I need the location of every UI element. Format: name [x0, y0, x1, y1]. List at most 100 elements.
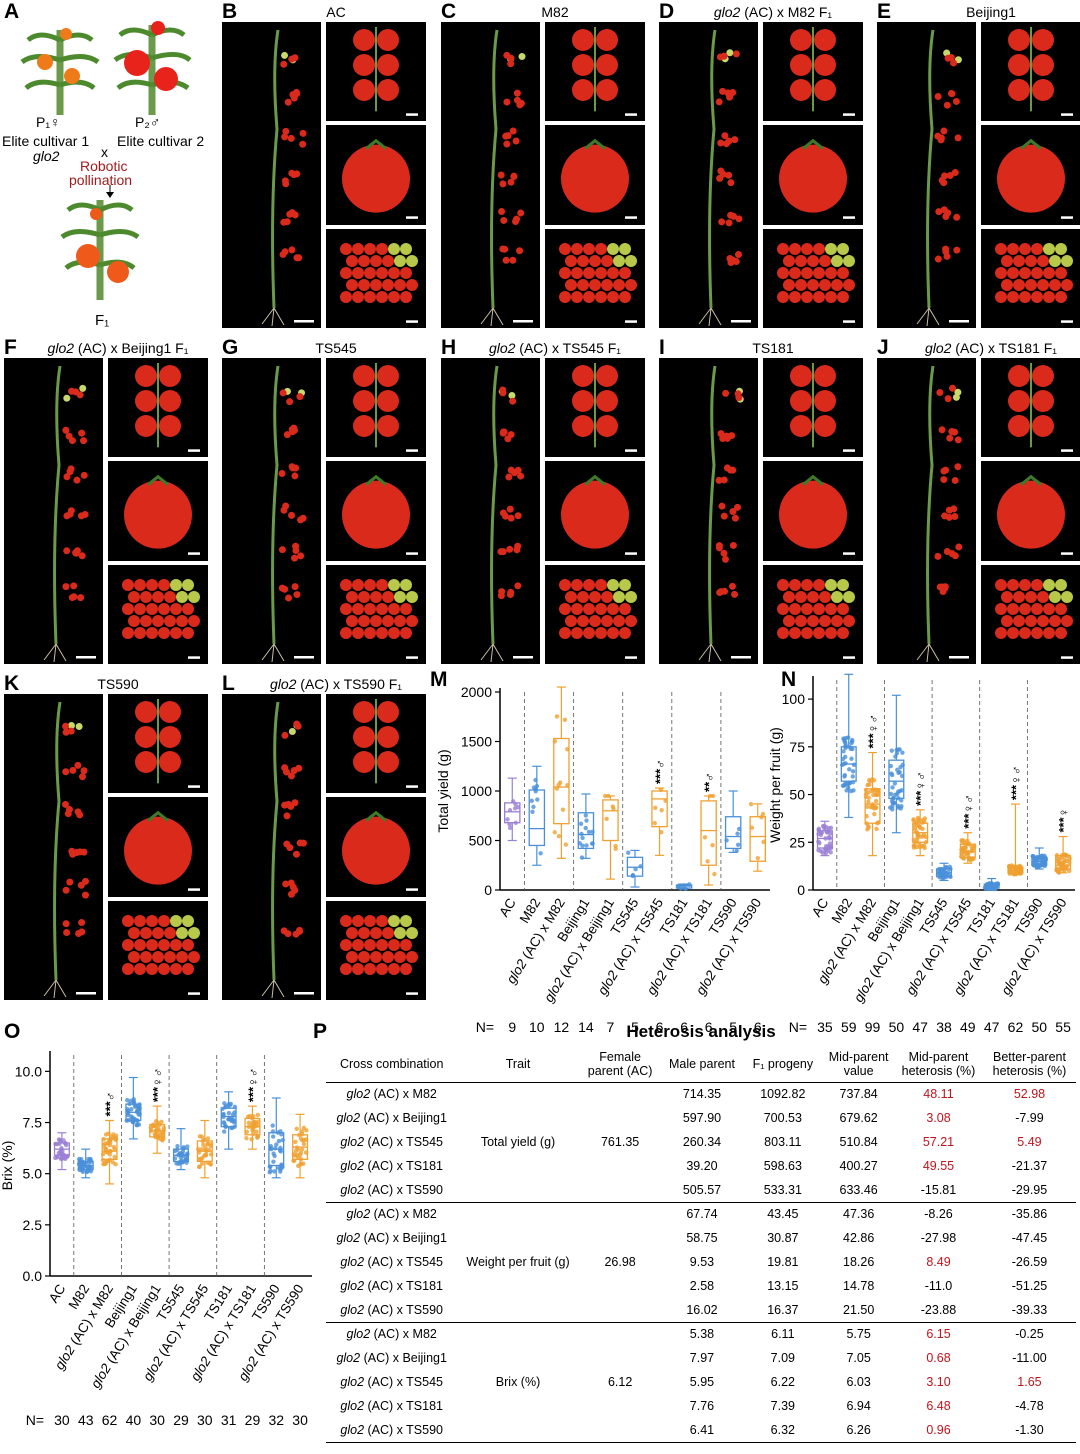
- cell-cross: glo2 (AC) x Beijing1: [326, 1226, 457, 1250]
- n-count: 32: [268, 1412, 284, 1428]
- cell-male: 7.76: [689, 1399, 715, 1413]
- panel-label-e: E: [877, 0, 892, 23]
- data-point: [197, 1134, 203, 1139]
- panel-title-c: M82: [465, 4, 645, 20]
- n-count: 50: [1031, 1019, 1047, 1035]
- data-point: [299, 1147, 305, 1152]
- f1-label: F₁: [95, 312, 110, 329]
- data-point: [583, 825, 588, 831]
- cross-gene: glo2: [340, 1255, 365, 1269]
- data-point: [890, 804, 895, 809]
- cultivar2-label: Elite cultivar 2: [117, 133, 205, 149]
- data-point: [294, 1126, 299, 1132]
- n-count: 10: [529, 1019, 545, 1035]
- cell-mph: -27.98: [920, 1231, 957, 1245]
- title-gene: glo2: [488, 340, 516, 356]
- cell-cross: glo2 (AC) x Beijing1: [326, 1106, 457, 1130]
- significance-annotation: ***♂: [653, 759, 668, 784]
- cell-f1: 19.81: [767, 1255, 799, 1269]
- table-row: glo2 (AC) x TS590 6.41 6.32 6.26 0.96 -1.30: [326, 1418, 1076, 1443]
- data-point: [818, 830, 824, 835]
- panel-label-f: F: [4, 336, 17, 359]
- cell-female: [578, 1321, 662, 1346]
- n-count: 59: [841, 1019, 857, 1035]
- truss-fruit-photo: [763, 22, 863, 122]
- cell-female: [579, 1178, 662, 1202]
- cell-midparent: 400.27: [839, 1159, 878, 1173]
- data-point: [113, 1133, 119, 1138]
- data-point: [705, 859, 710, 864]
- cross-gene: glo2: [346, 1207, 371, 1222]
- cell-male: 6.41: [661, 1418, 743, 1443]
- data-point: [203, 1152, 209, 1158]
- cross-gene: glo2: [346, 1327, 371, 1342]
- n-count: 38: [936, 1019, 952, 1035]
- table-row: glo2 (AC) x TS181 7.76 7.39 6.94 6.48 -4.78: [326, 1394, 1076, 1418]
- data-point: [101, 1161, 106, 1167]
- data-point: [255, 1112, 261, 1118]
- cell-f1: 598.63: [763, 1159, 802, 1173]
- y-tick-label: 0: [484, 882, 492, 898]
- box-10: [748, 802, 766, 872]
- data-point: [893, 792, 898, 797]
- table-title: Heterosis analysis: [626, 1022, 776, 1041]
- box-9: [267, 1097, 285, 1179]
- cell-midparent: 510.84: [839, 1135, 878, 1149]
- panel-label-b: B: [222, 0, 238, 23]
- data-point: [57, 1138, 62, 1143]
- data-point: [199, 1147, 204, 1152]
- data-point: [276, 1138, 282, 1144]
- cell-mph: 48.11: [923, 1087, 954, 1102]
- data-point: [943, 864, 949, 870]
- box-1: [76, 1148, 94, 1179]
- data-point: [850, 769, 856, 774]
- cell-cross: glo2 (AC) x TS590: [326, 1418, 458, 1443]
- data-point: [653, 805, 658, 811]
- panel-label-i: I: [659, 336, 665, 359]
- data-point: [748, 802, 754, 807]
- cell-mph: -8.26: [894, 1201, 983, 1226]
- n-count: 62: [102, 1412, 118, 1428]
- data-point: [843, 735, 849, 741]
- significance-annotation: ***♀♂: [1008, 765, 1023, 800]
- data-point: [505, 817, 510, 822]
- cross-rest: (AC) x Beijing1: [360, 1351, 447, 1365]
- title-text: AC: [326, 4, 346, 20]
- cell-midparent: 633.46: [839, 1182, 878, 1197]
- panel-label-d: D: [659, 0, 675, 23]
- data-point: [125, 1097, 130, 1103]
- data-point: [293, 1148, 299, 1154]
- whole-plant-photo: [441, 22, 540, 328]
- cell-mph: 6.48: [926, 1399, 951, 1413]
- cell-mph: -11.0: [924, 1279, 953, 1293]
- n-count: 30: [197, 1412, 213, 1428]
- box-6: [959, 832, 977, 864]
- plant-p1-icon: [20, 28, 100, 115]
- cell-f1: 7.09: [770, 1351, 795, 1365]
- cell-male: 260.34: [682, 1135, 722, 1149]
- data-point: [270, 1134, 276, 1139]
- data-point: [58, 1156, 64, 1162]
- truss-fruit-photo: [108, 358, 208, 458]
- cell-f1: 43.45: [742, 1201, 824, 1226]
- data-point: [529, 798, 534, 803]
- data-point: [130, 1115, 135, 1120]
- cell-trait: [457, 1226, 578, 1250]
- data-point: [659, 830, 664, 835]
- pollination-label: pollination: [69, 172, 133, 188]
- table-row: glo2 (AC) x Beijing1 58.75 30.87 42.86 -27.9…: [326, 1226, 1076, 1250]
- data-point: [579, 831, 584, 837]
- y-tick-label: 1000: [461, 783, 492, 799]
- data-point: [866, 799, 871, 804]
- cell-mph: 49.55: [922, 1159, 955, 1173]
- data-point: [199, 1161, 205, 1166]
- panel-label-j: J: [877, 336, 889, 359]
- cross-rest: (AC) x TS181: [364, 1279, 444, 1293]
- data-point: [1055, 856, 1060, 861]
- cell-f1: 1092.82: [760, 1087, 806, 1102]
- cell-female: [579, 1226, 662, 1250]
- data-point: [134, 1122, 139, 1128]
- table-row: glo2 (AC) x M82 5.38 6.11 5.75 6.15 -0.25: [326, 1321, 1076, 1346]
- data-point: [847, 767, 852, 772]
- data-point: [633, 867, 638, 872]
